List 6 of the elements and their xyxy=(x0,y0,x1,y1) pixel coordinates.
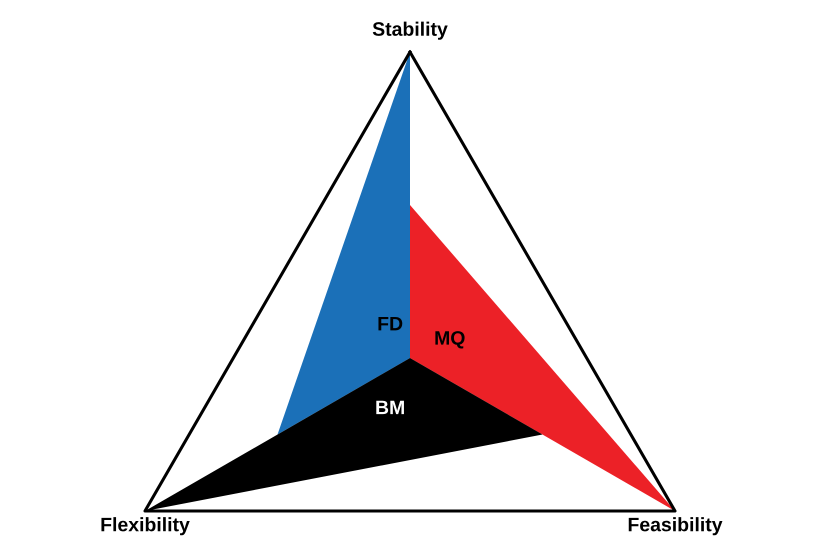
series-label: FD xyxy=(378,316,402,330)
series-label: MQ xyxy=(435,331,465,348)
spoke-label: Stability xyxy=(372,22,448,40)
spoke-label: Feasibility xyxy=(628,517,722,536)
series-label: BM xyxy=(376,400,404,414)
spoke-label: Flexibility xyxy=(101,517,190,536)
